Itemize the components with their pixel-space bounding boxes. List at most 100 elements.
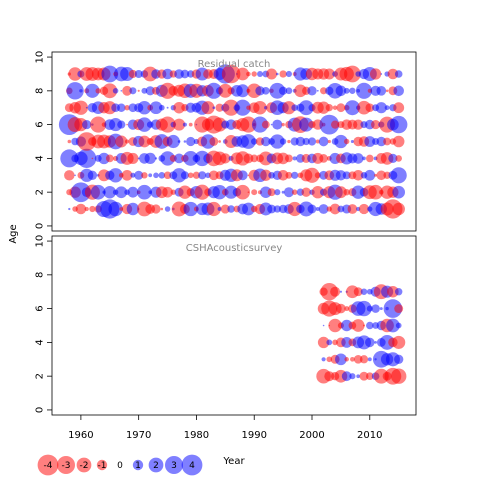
residual-bubble [153,172,159,179]
residual-bubble [353,119,364,130]
residual-bubble [371,304,380,313]
residual-bubble [68,207,71,211]
residual-bubble [368,184,383,200]
residual-bubble [335,85,347,97]
residual-bubble [90,184,106,200]
x-axis-label: Year [222,456,245,467]
residual-bubble [323,68,335,80]
residual-bubble [339,290,343,293]
residual-bubble [352,153,364,164]
residual-bubble [390,115,408,134]
residual-bubble [180,69,190,79]
residual-bubble [355,82,373,99]
panel-title: CSHAcousticsurvey [186,243,283,254]
residual-bubble [103,185,117,199]
residual-bubble [220,153,231,164]
residual-bubble [325,104,333,112]
residual-bubble [117,120,126,129]
residual-bubble [141,172,148,179]
residual-bubble [321,357,326,362]
residual-bubble [353,354,363,364]
residual-bubble [352,170,364,181]
residual-bubble [261,136,271,147]
legend-label: 1 [135,461,141,471]
residual-bubble [247,191,250,193]
residual-bubble [276,72,279,76]
bubble-series [316,283,407,385]
residual-bubble [91,157,94,160]
residual-bubble [343,87,350,94]
residual-bubble [243,153,254,164]
residual-bubble [171,168,187,183]
residual-bubble [236,84,250,98]
residual-bubble [319,114,340,135]
y-tick-label: 4 [35,155,46,161]
residual-bubble [374,173,378,177]
residual-bubble [251,116,269,133]
residual-bubble [282,101,296,115]
legend-bubble [181,454,203,476]
legend-bubble [132,459,144,471]
residual-bubble [134,69,143,79]
residual-bubble [255,86,265,96]
y-tick-label: 6 [35,305,46,311]
residual-bubble [364,169,376,181]
legend-bubble [76,457,92,473]
residual-bubble [315,139,320,144]
residual-bubble [124,139,130,144]
residual-bubble [281,190,285,194]
residual-bubble [362,156,366,161]
residual-bubble [326,356,333,363]
legend-label: -1 [98,461,107,471]
residual-bubble [250,154,259,163]
y-tick-label: 8 [35,272,46,278]
residual-bubble [365,103,375,113]
residual-bubble [158,104,165,111]
residual-bubble [137,89,140,92]
residual-bubble [350,139,354,144]
residual-bubble [64,170,75,181]
residual-bubble [344,100,360,116]
residual-bubble [82,120,92,130]
residual-bubble [342,171,351,180]
y-tick-label: 10 [35,51,46,64]
residual-bubble [162,68,173,80]
residual-bubble [251,189,258,196]
residual-bubble [67,139,72,144]
residual-bubble [344,306,350,312]
x-tick-label: 2010 [357,430,382,441]
residual-bubble [138,135,151,148]
bubble-series [58,64,408,219]
residual-bubble [173,118,186,131]
residual-bubble [376,170,387,181]
residual-bubble [218,83,233,98]
residual-bubble [349,373,356,380]
residual-bubble [315,207,320,211]
residual-bubble [383,299,403,318]
residual-bubble [115,135,128,148]
residual-bubble [335,353,347,366]
residual-bubble [212,106,216,109]
residual-bubble [386,318,400,333]
residual-bubble [344,65,361,83]
residual-bubble [112,88,119,94]
residual-bubble [384,105,390,111]
residual-bubble [344,138,350,145]
residual-bubble [84,206,89,212]
residual-bubble [327,139,331,144]
residual-bubble [394,304,404,314]
residual-bubble [360,288,368,295]
residual-bubble [124,105,130,111]
residual-bubble [285,87,293,95]
residual-bubble [134,170,144,180]
residual-bubble [257,71,263,77]
residual-bubble [317,336,330,349]
residual-bubble [356,374,361,379]
residual-bubble [137,101,152,115]
residual-bubble [311,186,324,199]
residual-bubble [328,318,342,333]
residual-bubble [212,117,227,132]
residual-bubble [362,324,366,327]
residual-bubble [227,205,235,213]
residual-bubble [158,172,166,179]
